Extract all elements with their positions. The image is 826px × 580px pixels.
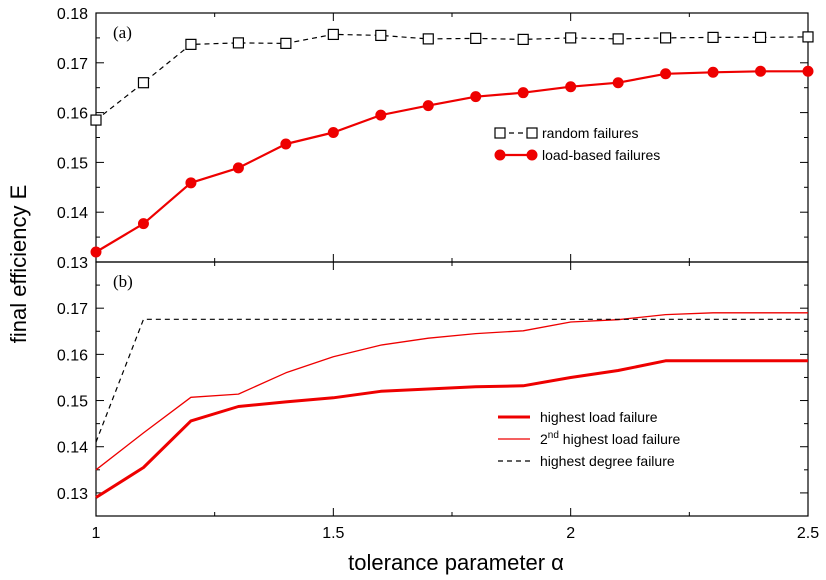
legend-label-part: highest load failure bbox=[540, 409, 658, 425]
data-point bbox=[494, 149, 506, 161]
series-random-failures bbox=[90, 28, 814, 126]
data-point bbox=[494, 127, 506, 139]
data-point bbox=[565, 32, 577, 44]
series-line bbox=[95, 318, 808, 443]
data-point bbox=[280, 138, 292, 150]
y-tick-label: 0.18 bbox=[57, 6, 88, 23]
data-point bbox=[137, 218, 149, 230]
data-point bbox=[185, 38, 197, 50]
legend-label: load-based failures bbox=[542, 147, 660, 163]
data-point bbox=[90, 246, 102, 258]
legend-label: random failures bbox=[542, 125, 639, 141]
data-point bbox=[90, 114, 102, 126]
data-point bbox=[232, 37, 244, 49]
series-line bbox=[95, 312, 808, 471]
panel-label: (a) bbox=[113, 23, 132, 42]
y-axis-title: final efficiency E bbox=[6, 185, 31, 344]
series-load-based-failures bbox=[90, 65, 814, 258]
data-point bbox=[565, 81, 577, 93]
x-axis-title: tolerance parameter α bbox=[348, 550, 564, 575]
legend-label-part: highest degree failure bbox=[540, 453, 675, 469]
data-point bbox=[754, 31, 767, 44]
y-tick-label: 0.13 bbox=[57, 255, 88, 272]
x-tick-label: 2 bbox=[566, 525, 575, 542]
series-highest-degree-failure bbox=[95, 318, 808, 443]
legend-label: 2nd highest load failure bbox=[540, 430, 681, 447]
data-point bbox=[280, 37, 292, 49]
data-point bbox=[517, 33, 529, 45]
data-point bbox=[802, 65, 814, 77]
y-tick-label: 0.13 bbox=[57, 486, 88, 503]
legend-label-part: 2 bbox=[540, 431, 548, 447]
data-point bbox=[470, 91, 482, 103]
data-point bbox=[327, 28, 339, 41]
data-point bbox=[526, 127, 538, 139]
data-point bbox=[755, 65, 767, 77]
legend-label-part: highest load failure bbox=[559, 431, 681, 447]
data-point bbox=[707, 66, 719, 78]
data-point bbox=[612, 77, 624, 89]
x-tick-label: 1 bbox=[92, 525, 101, 542]
data-point bbox=[137, 77, 150, 89]
data-point bbox=[802, 31, 814, 43]
data-point bbox=[327, 127, 339, 139]
series-line bbox=[95, 33, 809, 121]
y-tick-label: 0.16 bbox=[57, 347, 88, 364]
series-highest-load-failure bbox=[95, 359, 808, 499]
data-point bbox=[660, 68, 672, 80]
series-line bbox=[95, 70, 808, 253]
data-point bbox=[422, 33, 434, 45]
plot-frame bbox=[95, 12, 809, 263]
panel-b: 0.13 0.14 0.15 0.16 0.17 1 1.5 2 2.5 (b) highest l… bbox=[57, 261, 819, 542]
data-point bbox=[612, 33, 624, 45]
x-tick-label: 1.5 bbox=[322, 525, 344, 542]
y-tick-label: 0.14 bbox=[57, 440, 88, 457]
data-point bbox=[659, 32, 672, 44]
data-point bbox=[375, 109, 387, 121]
series-2nd-highest-load-failure bbox=[95, 312, 808, 471]
series-line bbox=[95, 359, 808, 499]
y-tick-label: 0.15 bbox=[57, 394, 88, 411]
legend-label-part: nd bbox=[548, 430, 559, 441]
data-point bbox=[375, 29, 387, 42]
data-point bbox=[707, 31, 719, 44]
data-point bbox=[185, 177, 197, 189]
data-point bbox=[470, 32, 482, 44]
legend-label: highest load failure bbox=[540, 409, 658, 425]
x-tick-label: 2.5 bbox=[797, 525, 819, 542]
data-point bbox=[232, 162, 244, 174]
data-point bbox=[517, 87, 529, 99]
y-tick-label: 0.14 bbox=[57, 205, 88, 222]
panel-label: (b) bbox=[113, 272, 133, 291]
legend-label: highest degree failure bbox=[540, 453, 675, 469]
y-tick-label: 0.17 bbox=[57, 301, 88, 318]
data-point bbox=[422, 100, 434, 112]
y-tick-label: 0.17 bbox=[57, 56, 88, 73]
panel-a: 0.13 0.14 0.15 0.16 0.17 0.18 (a) random failur… bbox=[57, 6, 814, 272]
legend: random failures load-based failures bbox=[494, 125, 660, 163]
y-tick-label: 0.16 bbox=[57, 106, 88, 123]
data-point bbox=[526, 149, 538, 161]
y-tick-label: 0.15 bbox=[57, 155, 88, 172]
